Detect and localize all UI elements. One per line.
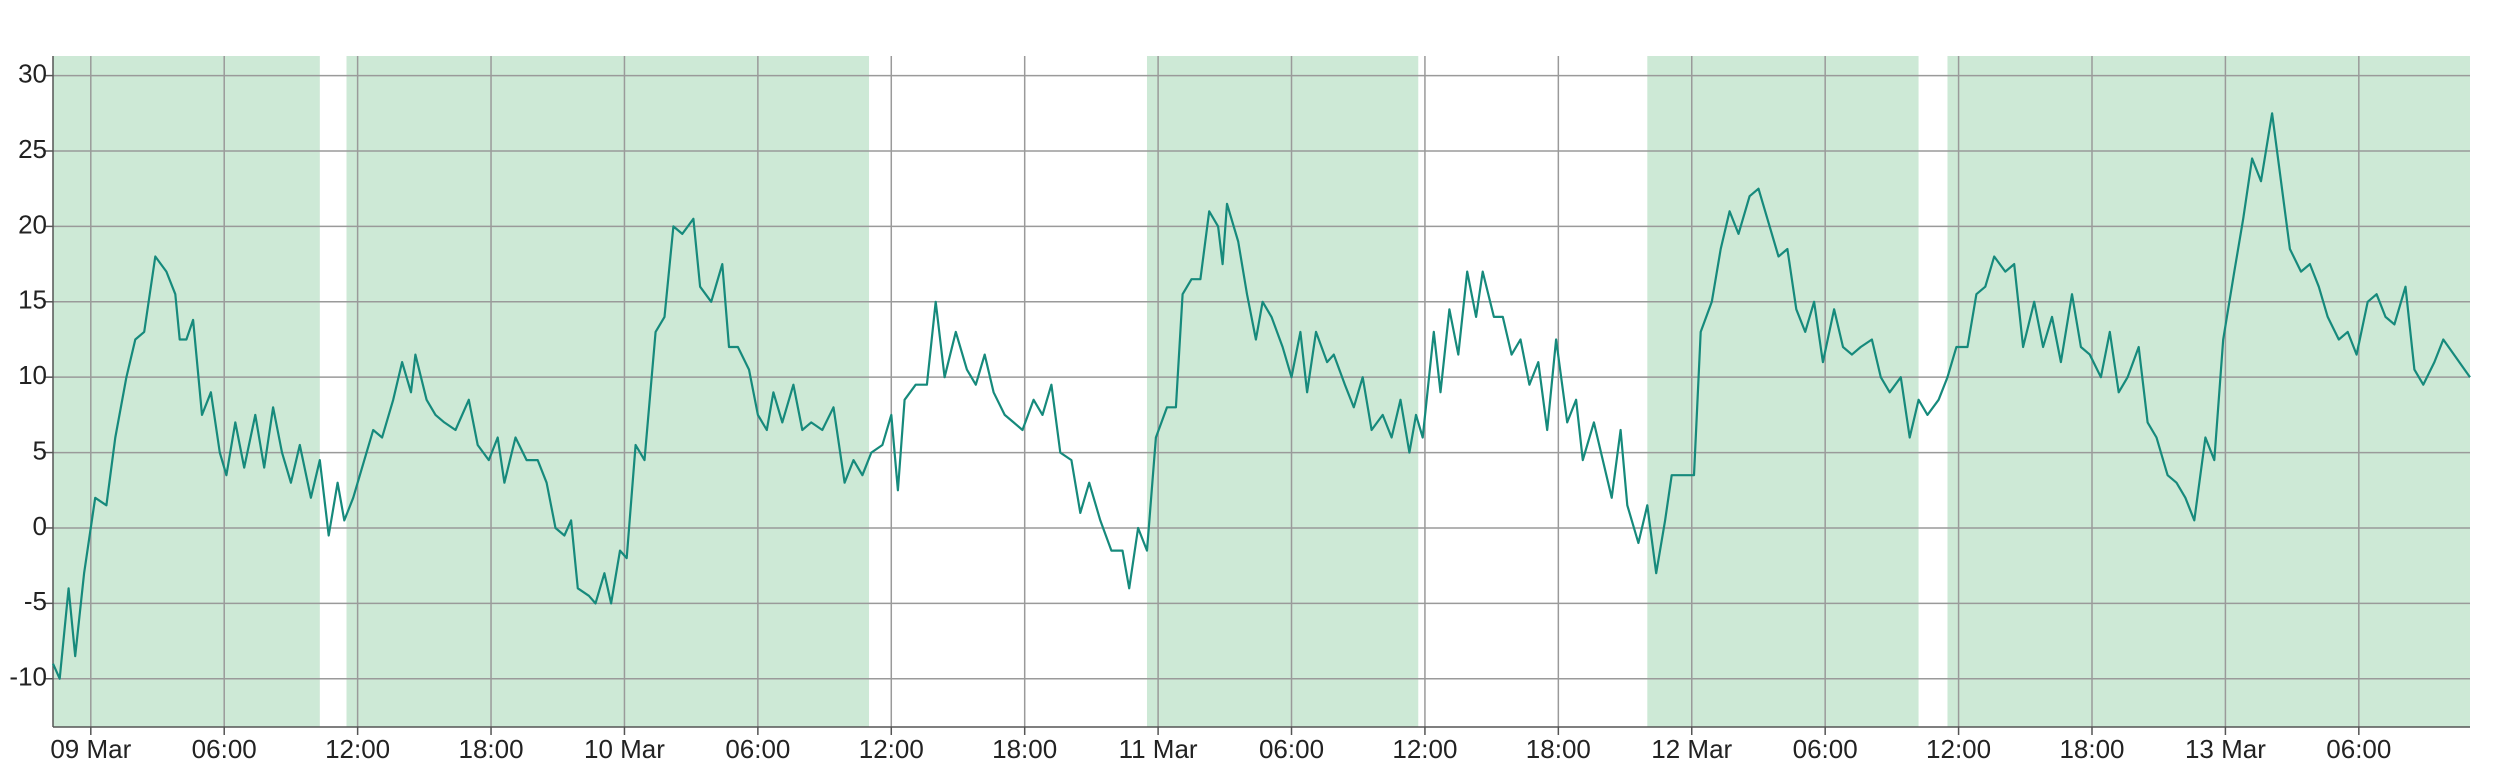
x-tick-label: 13 Mar [2185, 734, 2266, 764]
x-tick-label: 18:00 [2059, 734, 2124, 764]
shaded-band [346, 56, 870, 727]
x-tick-label: 10 Mar [584, 734, 665, 764]
shaded-band [1146, 56, 1419, 727]
x-tick-label: 09 Mar [50, 734, 131, 764]
y-tick-label: 15 [18, 285, 47, 315]
x-tick-label: 06:00 [725, 734, 790, 764]
y-tick-label: -5 [24, 586, 47, 616]
x-tick-label: 12:00 [859, 734, 924, 764]
x-tick-label: 06:00 [1793, 734, 1858, 764]
x-tick-label: 12:00 [1926, 734, 1991, 764]
x-tick-label: 06:00 [2326, 734, 2391, 764]
y-tick-label: 30 [18, 58, 47, 88]
x-tick-label: 12:00 [325, 734, 390, 764]
shaded-band [1947, 56, 2470, 727]
x-tick-label: 18:00 [1526, 734, 1591, 764]
x-tick-label: 18:00 [459, 734, 524, 764]
x-tick-label: 06:00 [192, 734, 257, 764]
y-tick-label: 20 [18, 209, 47, 239]
x-tick-label: 12 Mar [1651, 734, 1732, 764]
x-tick-label: 12:00 [1392, 734, 1457, 764]
data-line [51, 112, 2471, 680]
y-tick-label: -10 [9, 662, 47, 692]
y-tick-label: 5 [33, 435, 47, 465]
x-tick-label: 18:00 [992, 734, 1057, 764]
y-tick-label: 0 [33, 511, 47, 541]
y-tick-label: 25 [18, 134, 47, 164]
shaded-band [53, 56, 320, 727]
x-tick-label: 06:00 [1259, 734, 1324, 764]
y-tick-label: 10 [18, 360, 47, 390]
shaded-band [1647, 56, 1919, 727]
x-tick-label: 11 Mar [1119, 734, 1198, 764]
